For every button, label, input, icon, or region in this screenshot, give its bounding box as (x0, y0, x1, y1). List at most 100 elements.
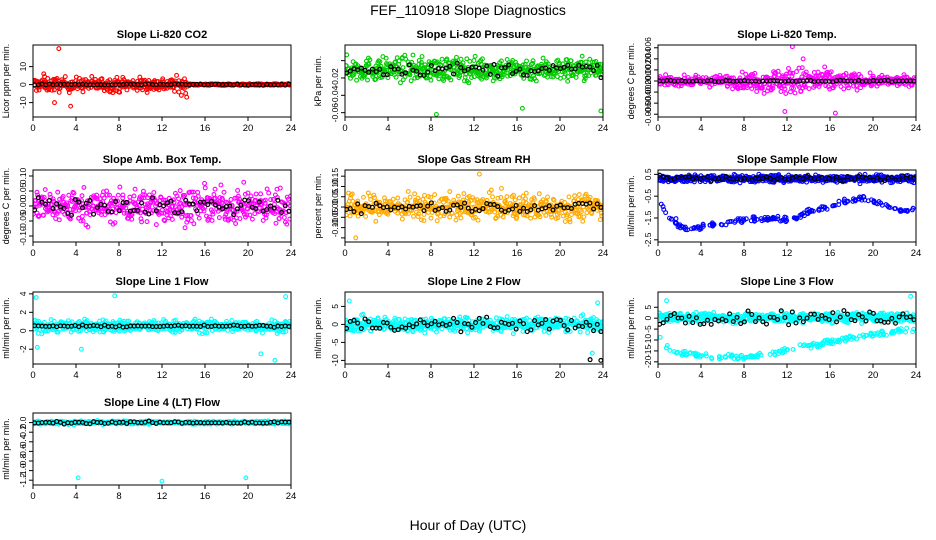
data-point (428, 194, 434, 200)
data-point (752, 70, 758, 76)
data-point (262, 197, 268, 203)
data-point (424, 75, 430, 81)
reference-point (432, 68, 438, 74)
reference-point (94, 205, 100, 211)
reference-point (509, 71, 515, 77)
panel-ylabel-temp: degrees C per min. (626, 43, 636, 120)
y-tick-label: -0.10 (330, 218, 340, 238)
y-tick-label: -0.002 (643, 80, 653, 104)
reference-point (845, 174, 851, 180)
data-point (262, 200, 268, 206)
panel-ylabel-sample: ml/min per min. (626, 175, 636, 237)
data-point (843, 71, 849, 76)
data-point (115, 192, 121, 198)
reference-point (480, 206, 486, 212)
reference-point (142, 209, 148, 215)
data-point (204, 330, 210, 336)
data-point (858, 73, 864, 79)
data-point (264, 186, 270, 192)
data-point (445, 198, 451, 204)
panel-title-temp: Slope Li-820 Temp. (737, 29, 836, 41)
y-tick-label: 0.00 (18, 197, 28, 214)
x-tick-label: 24 (598, 123, 609, 134)
reference-point (428, 62, 434, 68)
data-point (41, 194, 47, 200)
data-point (168, 84, 174, 90)
reference-point (113, 199, 119, 205)
data-point (39, 331, 45, 337)
data-point (540, 55, 546, 61)
reference-point (61, 205, 67, 211)
data-point (467, 58, 473, 64)
data-point (274, 195, 280, 200)
data-point (580, 218, 586, 224)
data-point (367, 57, 373, 63)
panel-title-rh: Slope Gas Stream RH (417, 154, 530, 166)
y-tick-label: 0 (18, 328, 28, 333)
reference-point (286, 208, 291, 214)
data-point-low-band (816, 206, 822, 212)
reference-point (388, 207, 394, 213)
data-point (749, 86, 755, 91)
data-point (471, 58, 477, 63)
data-point (868, 83, 874, 89)
reference-point (153, 208, 159, 214)
data-point (408, 78, 414, 84)
data-point (479, 316, 485, 322)
data-point (116, 328, 122, 334)
reference-point (428, 200, 434, 206)
data-point (663, 72, 669, 78)
reference-point (403, 70, 409, 76)
x-tick-label: 4 (73, 123, 78, 134)
data-point (403, 56, 409, 62)
data-point (55, 189, 61, 195)
data-point (405, 189, 411, 194)
data-point-low-band (685, 227, 690, 233)
data-point (247, 212, 253, 218)
outlier-point (78, 346, 84, 352)
data-point (182, 225, 188, 231)
reference-point (491, 202, 497, 208)
data-point (504, 314, 510, 320)
reference-point (476, 208, 482, 214)
x-tick-label: 24 (286, 123, 297, 134)
data-point (221, 189, 227, 195)
data-point (545, 61, 551, 67)
x-tick-label: 24 (286, 370, 297, 381)
data-point (195, 193, 201, 199)
data-point (794, 69, 799, 75)
data-point (792, 90, 798, 96)
data-point (170, 203, 176, 209)
data-point (252, 211, 258, 217)
data-point (230, 329, 236, 334)
reference-point (369, 204, 375, 210)
data-point (510, 331, 516, 337)
data-point (210, 211, 216, 217)
panel-points-pressure (345, 52, 603, 117)
data-point (520, 328, 526, 334)
data-point-low-band (673, 216, 679, 222)
data-point-low-band (905, 207, 910, 213)
panel-frame (344, 44, 604, 118)
reference-point (384, 204, 390, 210)
data-point (532, 196, 537, 202)
reference-point (443, 65, 449, 71)
reference-point (366, 69, 372, 75)
data-point (398, 80, 403, 86)
data-point (549, 214, 555, 220)
data-point (191, 221, 197, 227)
data-point-low-band (855, 196, 861, 202)
data-point (234, 208, 240, 214)
data-point (422, 192, 427, 198)
data-point (583, 191, 589, 197)
x-tick-label: 0 (655, 123, 660, 134)
data-point (799, 65, 805, 71)
x-tick-label: 24 (598, 248, 609, 259)
data-point (786, 65, 791, 71)
data-point (355, 198, 361, 204)
data-point (76, 215, 82, 221)
reference-point (384, 72, 390, 78)
y-tick-label: -0.04 (330, 85, 340, 105)
data-point (528, 215, 534, 221)
data-point (452, 328, 458, 334)
